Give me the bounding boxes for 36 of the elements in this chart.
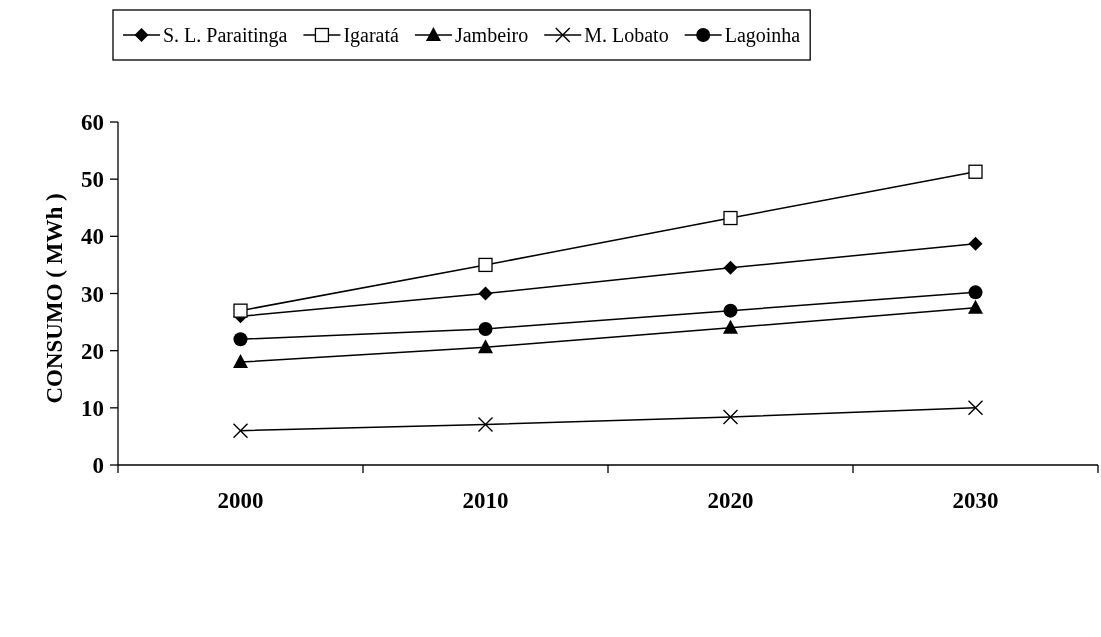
point bbox=[477, 416, 494, 433]
point bbox=[478, 257, 493, 273]
point bbox=[723, 210, 738, 226]
point bbox=[232, 423, 249, 439]
point bbox=[478, 286, 493, 301]
legend-label: S. L. Paraitinga bbox=[163, 24, 288, 47]
x-tick-label: 2010 bbox=[462, 488, 509, 513]
point bbox=[233, 332, 248, 347]
y-tick-label: 20 bbox=[81, 338, 104, 364]
y-axis-title: CONSUMO ( MWh ) bbox=[42, 193, 67, 404]
point bbox=[968, 236, 983, 251]
y-tick-label: 0 bbox=[92, 453, 104, 479]
y-tick-label: 50 bbox=[81, 167, 104, 193]
y-tick-label: 60 bbox=[81, 110, 104, 136]
point bbox=[968, 299, 983, 314]
point bbox=[723, 260, 738, 275]
point bbox=[722, 409, 739, 425]
point bbox=[233, 354, 248, 369]
y-tick-label: 30 bbox=[81, 281, 104, 307]
point bbox=[968, 285, 983, 300]
x-tick-label: 2000 bbox=[217, 488, 264, 513]
point bbox=[968, 164, 983, 179]
x-tick-label: 2030 bbox=[952, 488, 999, 513]
y-tick-label: 40 bbox=[81, 224, 104, 250]
point bbox=[723, 303, 738, 318]
legend-label: M. Lobato bbox=[584, 24, 669, 46]
point bbox=[233, 303, 248, 318]
legend-label: Jambeiro bbox=[454, 24, 529, 46]
legend-label: Lagoinha bbox=[724, 24, 801, 47]
point bbox=[967, 400, 984, 416]
legend-label: Igaratá bbox=[343, 24, 400, 47]
point bbox=[478, 339, 493, 354]
point bbox=[723, 319, 738, 334]
point bbox=[478, 321, 493, 336]
y-tick-label: 10 bbox=[81, 395, 104, 421]
x-tick-label: 2020 bbox=[707, 488, 754, 513]
